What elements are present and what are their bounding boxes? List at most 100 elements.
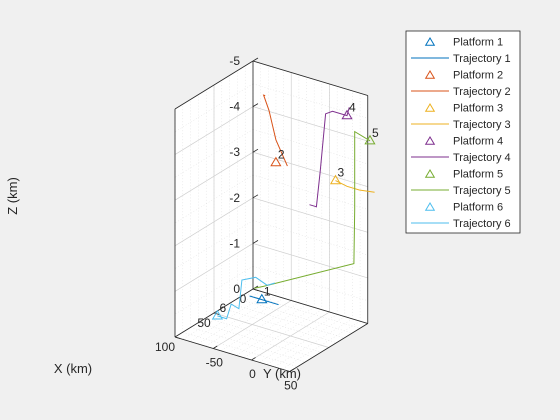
legend-entry[interactable]: Platform 1: [424, 37, 503, 49]
axis-labels: X (km) Y (km) Z (km): [5, 177, 301, 381]
floor-minor-grid: [190, 327, 306, 363]
trajectory-6: [217, 276, 275, 320]
legend-marker-1: [424, 37, 436, 46]
platform-1-label: 1: [264, 285, 271, 299]
platform-3-label: 3: [338, 166, 345, 180]
plot-area: 1 2 3 4 5 6: [211, 94, 379, 320]
floor-minor-grid: [206, 317, 322, 353]
wall-grid-line: [174, 197, 254, 247]
platform-4-marker[interactable]: [341, 109, 353, 120]
legend-entry[interactable]: Platform 3: [424, 103, 503, 115]
floor-minor-grid: [229, 303, 345, 339]
axes-box-edge: [252, 288, 368, 324]
legend-marker-3: [424, 103, 436, 112]
legend-marker-5: [424, 169, 436, 178]
x-tick-mark: [252, 288, 259, 291]
y-tick-label: 50: [284, 379, 298, 393]
x-tick-label: 50: [197, 316, 211, 330]
y-tick-label: -50: [206, 356, 224, 370]
legend-entry[interactable]: Platform 6: [424, 202, 503, 214]
z-tick-mark: [252, 148, 259, 153]
legend-box: [405, 30, 521, 234]
legend-entry[interactable]: Trajectory 3: [411, 119, 511, 131]
legend-entry[interactable]: Trajectory 6: [411, 218, 511, 230]
y-tick-mark: [289, 368, 294, 372]
z-tick-label: -1: [229, 236, 240, 250]
y-tick-mark: [213, 345, 218, 349]
legend-label: Platform 4: [453, 136, 503, 148]
floor-minor-grid: [198, 322, 314, 358]
wall-minor-grid: [252, 129, 368, 165]
trajectory-2: [262, 94, 288, 167]
legend-label: Platform 3: [453, 103, 503, 115]
legend-marker-4: [424, 136, 436, 145]
legend-label: Trajectory 1: [453, 53, 511, 65]
wall-grid-line: [174, 151, 254, 201]
legend-label: Trajectory 4: [453, 152, 511, 164]
wall-minor-grid: [252, 265, 368, 301]
axes-box-edge: [252, 60, 368, 96]
axes-box-edge: [174, 60, 254, 110]
wall-grid-line: [174, 243, 254, 292]
z-tick-label: -5: [229, 54, 240, 68]
y-axis-label: Y (km): [263, 366, 301, 381]
z-tick-label: -4: [229, 100, 240, 114]
wall-grid-line: [252, 151, 368, 188]
legend-entry[interactable]: Platform 2: [424, 70, 503, 82]
x-tick-label: 0: [240, 292, 247, 306]
platform-3-marker[interactable]: [329, 174, 342, 185]
back-wall-pane: [253, 61, 368, 324]
platform-2-marker[interactable]: [270, 156, 282, 167]
z-tick-mark: [252, 194, 259, 199]
wall-grid-line: [252, 197, 368, 233]
legend[interactable]: Platform 1 Trajectory 1 Platform 2 Trajecto…: [405, 30, 521, 234]
z-tick-label: -2: [229, 191, 240, 205]
y-tick-label: 0: [249, 367, 256, 381]
platform-6-label: 6: [219, 301, 226, 315]
axes-box-edge: [289, 323, 368, 372]
z-axis-label: Z (km): [5, 177, 20, 215]
legend-label: Platform 1: [453, 37, 503, 49]
axes-box-edge: [174, 336, 290, 372]
wall-minor-grid: [252, 220, 368, 256]
legend-label: Platform 5: [453, 169, 503, 181]
legend-entry[interactable]: Trajectory 5: [411, 185, 511, 197]
floor-minor-grid: [237, 298, 353, 334]
x-tick-mark: [174, 336, 181, 339]
z-tick-mark: [252, 240, 259, 244]
platform-6-marker[interactable]: [211, 309, 224, 320]
platform-5-marker[interactable]: [364, 134, 376, 145]
floor-minor-grid: [182, 331, 298, 367]
legend-label: Platform 6: [453, 202, 503, 214]
legend-entry[interactable]: Trajectory 1: [411, 53, 511, 65]
y-tick-mark: [251, 357, 256, 361]
legend-marker-6: [424, 202, 436, 211]
legend-label: Trajectory 2: [453, 86, 511, 98]
platform-5-label: 5: [372, 126, 379, 140]
z-tick-label: 0: [233, 282, 240, 296]
wall-grid-line: [252, 243, 368, 279]
x-axis-label: X (km): [54, 361, 92, 376]
floor-minor-grid: [245, 293, 361, 329]
z-tick-mark: [252, 103, 259, 107]
legend-entry[interactable]: Platform 4: [424, 136, 503, 148]
axes-3d[interactable]: 0 50 100 -50 0 50 -5 -4 -3 -2 -1 0: [155, 54, 369, 393]
legend-entry[interactable]: Trajectory 2: [411, 86, 511, 98]
legend-entry[interactable]: Trajectory 4: [411, 152, 511, 164]
z-tick-label: -3: [229, 145, 240, 159]
x-tick-mark: [213, 312, 220, 315]
wall-minor-grid: [252, 174, 368, 210]
wall-grid-line: [174, 106, 254, 155]
legend-label: Platform 2: [453, 70, 503, 82]
trajectory-3: [335, 180, 375, 193]
trajectory-5: [254, 130, 371, 289]
floor-minor-grid: [221, 307, 337, 343]
legend-label: Trajectory 5: [453, 185, 511, 197]
platform-4-label: 4: [349, 101, 356, 115]
legend-marker-2: [424, 70, 436, 79]
platform-1-marker[interactable]: [256, 293, 268, 304]
legend-entry[interactable]: Platform 5: [424, 169, 503, 181]
trajectory-1: [249, 295, 279, 306]
legend-label: Trajectory 3: [453, 119, 511, 131]
